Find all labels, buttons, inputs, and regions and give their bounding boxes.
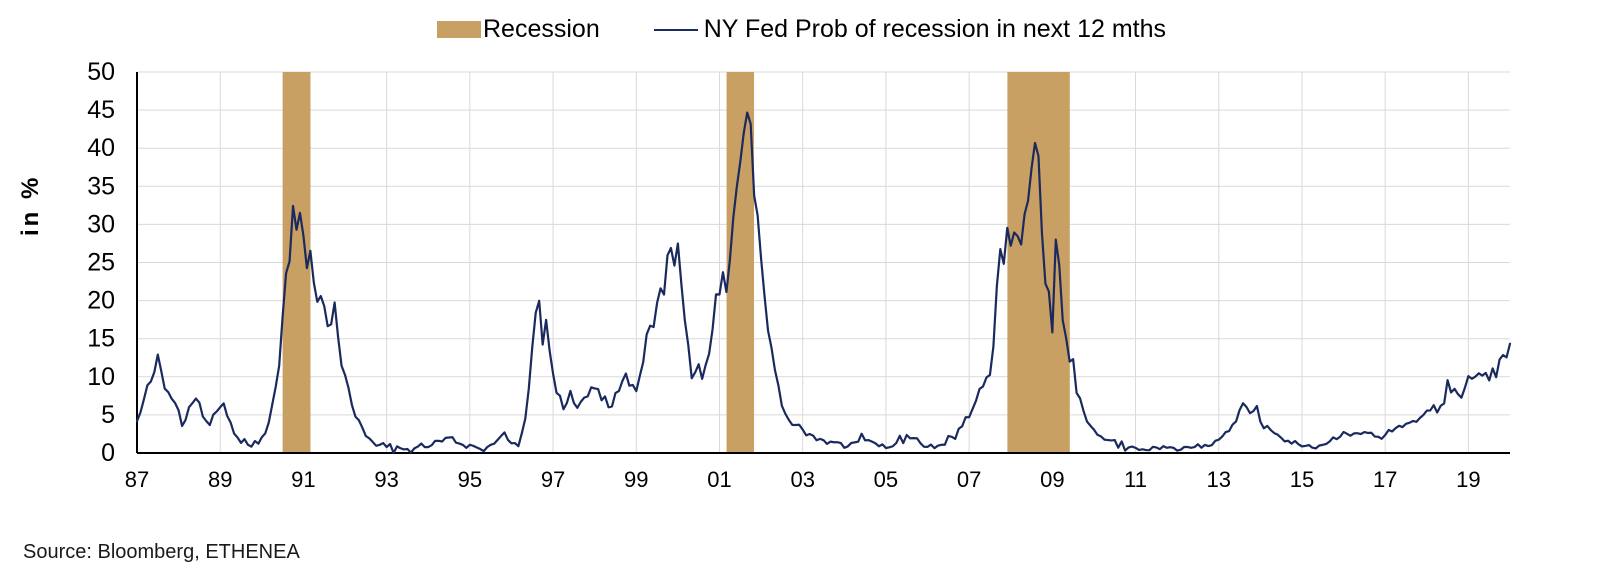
svg-text:09: 09 bbox=[1040, 467, 1064, 492]
svg-text:03: 03 bbox=[790, 467, 814, 492]
svg-text:87: 87 bbox=[125, 467, 149, 492]
svg-text:5: 5 bbox=[101, 401, 115, 429]
svg-text:15: 15 bbox=[1290, 467, 1314, 492]
svg-text:50: 50 bbox=[87, 58, 115, 86]
svg-text:35: 35 bbox=[87, 172, 115, 200]
svg-text:20: 20 bbox=[87, 287, 115, 315]
svg-text:05: 05 bbox=[874, 467, 898, 492]
svg-text:15: 15 bbox=[87, 325, 115, 353]
svg-text:25: 25 bbox=[87, 249, 115, 277]
svg-text:01: 01 bbox=[707, 467, 731, 492]
svg-text:30: 30 bbox=[87, 210, 115, 238]
svg-text:19: 19 bbox=[1456, 467, 1480, 492]
svg-text:13: 13 bbox=[1207, 467, 1231, 492]
svg-text:97: 97 bbox=[541, 467, 565, 492]
svg-text:99: 99 bbox=[624, 467, 648, 492]
svg-text:95: 95 bbox=[458, 467, 482, 492]
svg-text:40: 40 bbox=[87, 134, 115, 162]
svg-text:45: 45 bbox=[87, 96, 115, 124]
svg-text:11: 11 bbox=[1124, 467, 1147, 492]
svg-text:07: 07 bbox=[957, 467, 981, 492]
svg-text:93: 93 bbox=[374, 467, 398, 492]
svg-text:0: 0 bbox=[101, 439, 115, 467]
svg-text:91: 91 bbox=[291, 467, 315, 492]
svg-text:17: 17 bbox=[1373, 467, 1397, 492]
svg-text:89: 89 bbox=[208, 467, 232, 492]
svg-text:10: 10 bbox=[87, 363, 115, 391]
